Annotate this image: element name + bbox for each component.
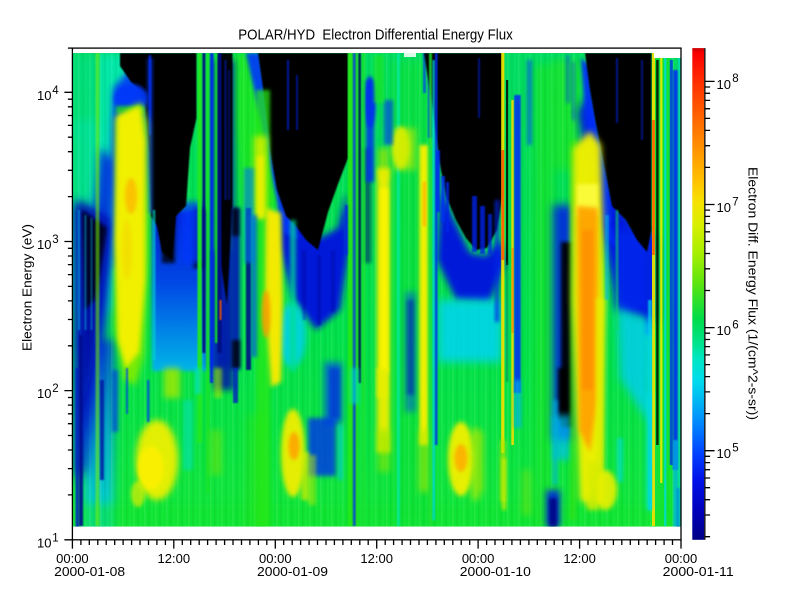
svg-text:8: 8 — [732, 73, 738, 85]
svg-text:10: 10 — [717, 446, 731, 461]
svg-text:7: 7 — [732, 196, 738, 208]
svg-text:1: 1 — [52, 532, 58, 544]
svg-text:2000-01-10: 2000-01-10 — [460, 564, 531, 579]
svg-text:10: 10 — [717, 77, 731, 92]
svg-text:10: 10 — [37, 88, 51, 103]
svg-text:12:00: 12:00 — [360, 551, 393, 566]
svg-text:10: 10 — [37, 535, 51, 550]
svg-text:12:00: 12:00 — [158, 551, 191, 566]
svg-text:2000-01-09: 2000-01-09 — [257, 564, 328, 579]
svg-text:10: 10 — [37, 386, 51, 401]
svg-text:4: 4 — [52, 85, 59, 97]
svg-text:Electron Diff. Energy Flux (1/: Electron Diff. Energy Flux (1/(cm^2-s-sr… — [745, 167, 760, 420]
svg-text:2000-01-08: 2000-01-08 — [54, 564, 125, 579]
svg-text:00:00: 00:00 — [259, 551, 292, 566]
svg-text:6: 6 — [732, 319, 738, 331]
svg-text:00:00: 00:00 — [665, 551, 698, 566]
svg-text:2000-01-11: 2000-01-11 — [663, 564, 734, 579]
svg-text:3: 3 — [52, 234, 58, 246]
svg-text:2: 2 — [52, 383, 58, 395]
svg-text:00:00: 00:00 — [56, 551, 89, 566]
svg-text:5: 5 — [732, 443, 738, 455]
svg-text:10: 10 — [37, 237, 51, 252]
svg-text:Electron Energy (eV): Electron Energy (eV) — [20, 224, 35, 351]
svg-text:POLAR/HYD Electron Differenti: POLAR/HYD Electron Differential Energy F… — [238, 27, 513, 44]
svg-text:12:00: 12:00 — [563, 551, 596, 566]
svg-text:00:00: 00:00 — [462, 551, 495, 566]
svg-text:10: 10 — [717, 200, 731, 215]
svg-text:10: 10 — [717, 323, 731, 338]
